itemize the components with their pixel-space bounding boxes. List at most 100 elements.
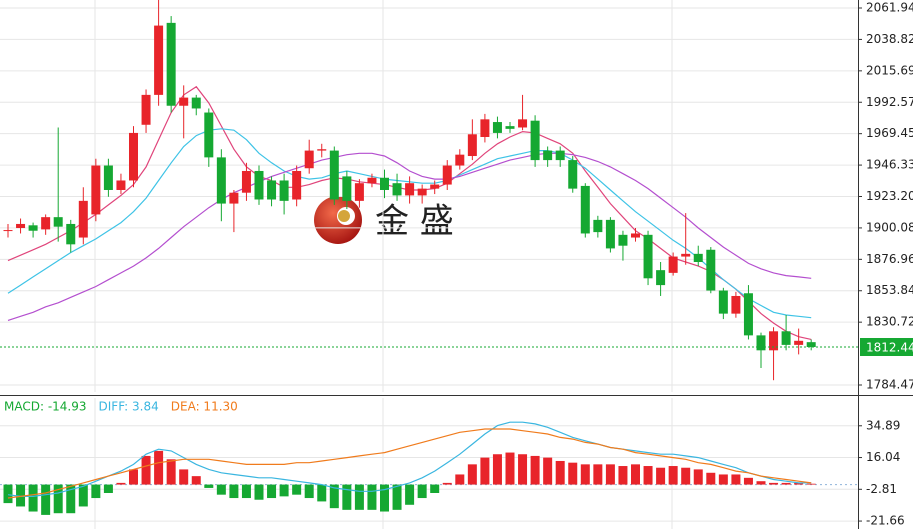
macd-bar (743, 477, 753, 485)
candle-body (41, 217, 51, 230)
y-tick-label: -2.81 (866, 482, 897, 496)
candle-body (756, 335, 766, 351)
candle-body (480, 119, 490, 137)
candle-body (53, 217, 63, 227)
macd-bar (116, 482, 126, 485)
candle-body (555, 150, 565, 161)
candle-body (656, 270, 666, 286)
candle-body (806, 342, 816, 347)
candle-body (631, 233, 640, 238)
candle-body (3, 230, 13, 232)
y-tick-label: 1853.84 (866, 283, 913, 297)
y-tick-label: 1969.45 (866, 126, 913, 140)
candle-body (254, 170, 264, 200)
macd-bar (166, 459, 176, 485)
candle-body (681, 253, 691, 257)
candle-body (417, 188, 427, 196)
macd-bar (103, 484, 113, 493)
candle-body (116, 180, 126, 190)
macd-bar (141, 455, 151, 485)
y-tick-label: 1923.20 (866, 189, 913, 203)
candle-body (442, 165, 452, 185)
y-tick-label: 1784.47 (866, 378, 913, 392)
candle-body (405, 183, 415, 196)
candle-body (781, 331, 791, 345)
candle-body (794, 340, 804, 345)
y-tick-label: 1876.96 (866, 252, 913, 266)
macd-bar (756, 481, 766, 485)
candle-body (354, 183, 364, 201)
moving-average (7, 152, 812, 321)
macd-bar (806, 483, 816, 485)
macd-bar (769, 482, 779, 485)
macd-bar (405, 484, 415, 505)
macd-bar (706, 472, 716, 485)
candle-body (605, 219, 615, 249)
candle-body (743, 293, 753, 336)
macd-bar (204, 484, 214, 488)
candle-body (593, 219, 603, 233)
candle-body (179, 97, 189, 106)
candle-body (430, 184, 440, 189)
macd-bar (455, 474, 465, 485)
macd-bar (467, 464, 477, 485)
y-tick-label: 2015.69 (866, 63, 913, 77)
macd-bar (593, 464, 603, 485)
macd-bar (3, 484, 13, 504)
candle-body (66, 223, 76, 245)
macd-line (7, 421, 812, 497)
macd-bar (442, 482, 452, 485)
candle-body (455, 154, 465, 166)
macd-bar (16, 484, 26, 507)
candle-body (166, 22, 176, 106)
candle-body (706, 249, 716, 291)
macd-bar (781, 482, 791, 485)
macd-bar (480, 457, 490, 485)
candle-body (643, 234, 653, 279)
candle-body (204, 112, 214, 158)
watermark: 金 盛 (375, 202, 454, 242)
y-tick-label: 1946.33 (866, 158, 913, 172)
candle-body (191, 97, 201, 109)
candle-body (668, 256, 678, 273)
macd-bar (53, 484, 63, 514)
macd-bar (731, 474, 741, 485)
candle-body (141, 94, 151, 125)
y-tick-label: -21.66 (866, 514, 905, 528)
candle-body (154, 25, 164, 95)
macd-bar (354, 484, 364, 510)
candle-body (530, 120, 540, 161)
macd-bar (129, 469, 138, 485)
candle-body (241, 170, 251, 193)
y-tick-label: 2061.94 (866, 1, 913, 15)
macd-bar (668, 466, 678, 485)
macd-bar (430, 484, 440, 493)
macd-bar (794, 482, 804, 485)
candle-body (568, 160, 578, 189)
candle-body (28, 225, 38, 231)
candle-body (267, 180, 277, 200)
last-price-label: 1812.44 (866, 340, 913, 354)
candle-body (718, 290, 728, 314)
y-tick-label: 16.04 (866, 450, 900, 464)
watermark-logo (314, 196, 362, 244)
candle-body (731, 295, 741, 314)
macd-legend: MACD: -14.93 (4, 400, 87, 414)
candle-body (279, 180, 289, 201)
macd-bar (241, 484, 251, 499)
candle-body (618, 234, 628, 246)
macd-bar (656, 467, 666, 485)
macd-bar (505, 452, 515, 485)
candle-body (304, 150, 314, 169)
macd-bar (216, 484, 226, 495)
macd-bar (492, 454, 502, 485)
candle-body (91, 165, 101, 215)
candle-body (342, 176, 352, 201)
macd-bar (530, 455, 540, 485)
macd-legend: DEA: 11.30 (171, 400, 238, 414)
macd-bar (66, 484, 76, 514)
macd-bar (568, 462, 578, 485)
candle-body (78, 200, 88, 238)
candle-body (292, 170, 302, 200)
